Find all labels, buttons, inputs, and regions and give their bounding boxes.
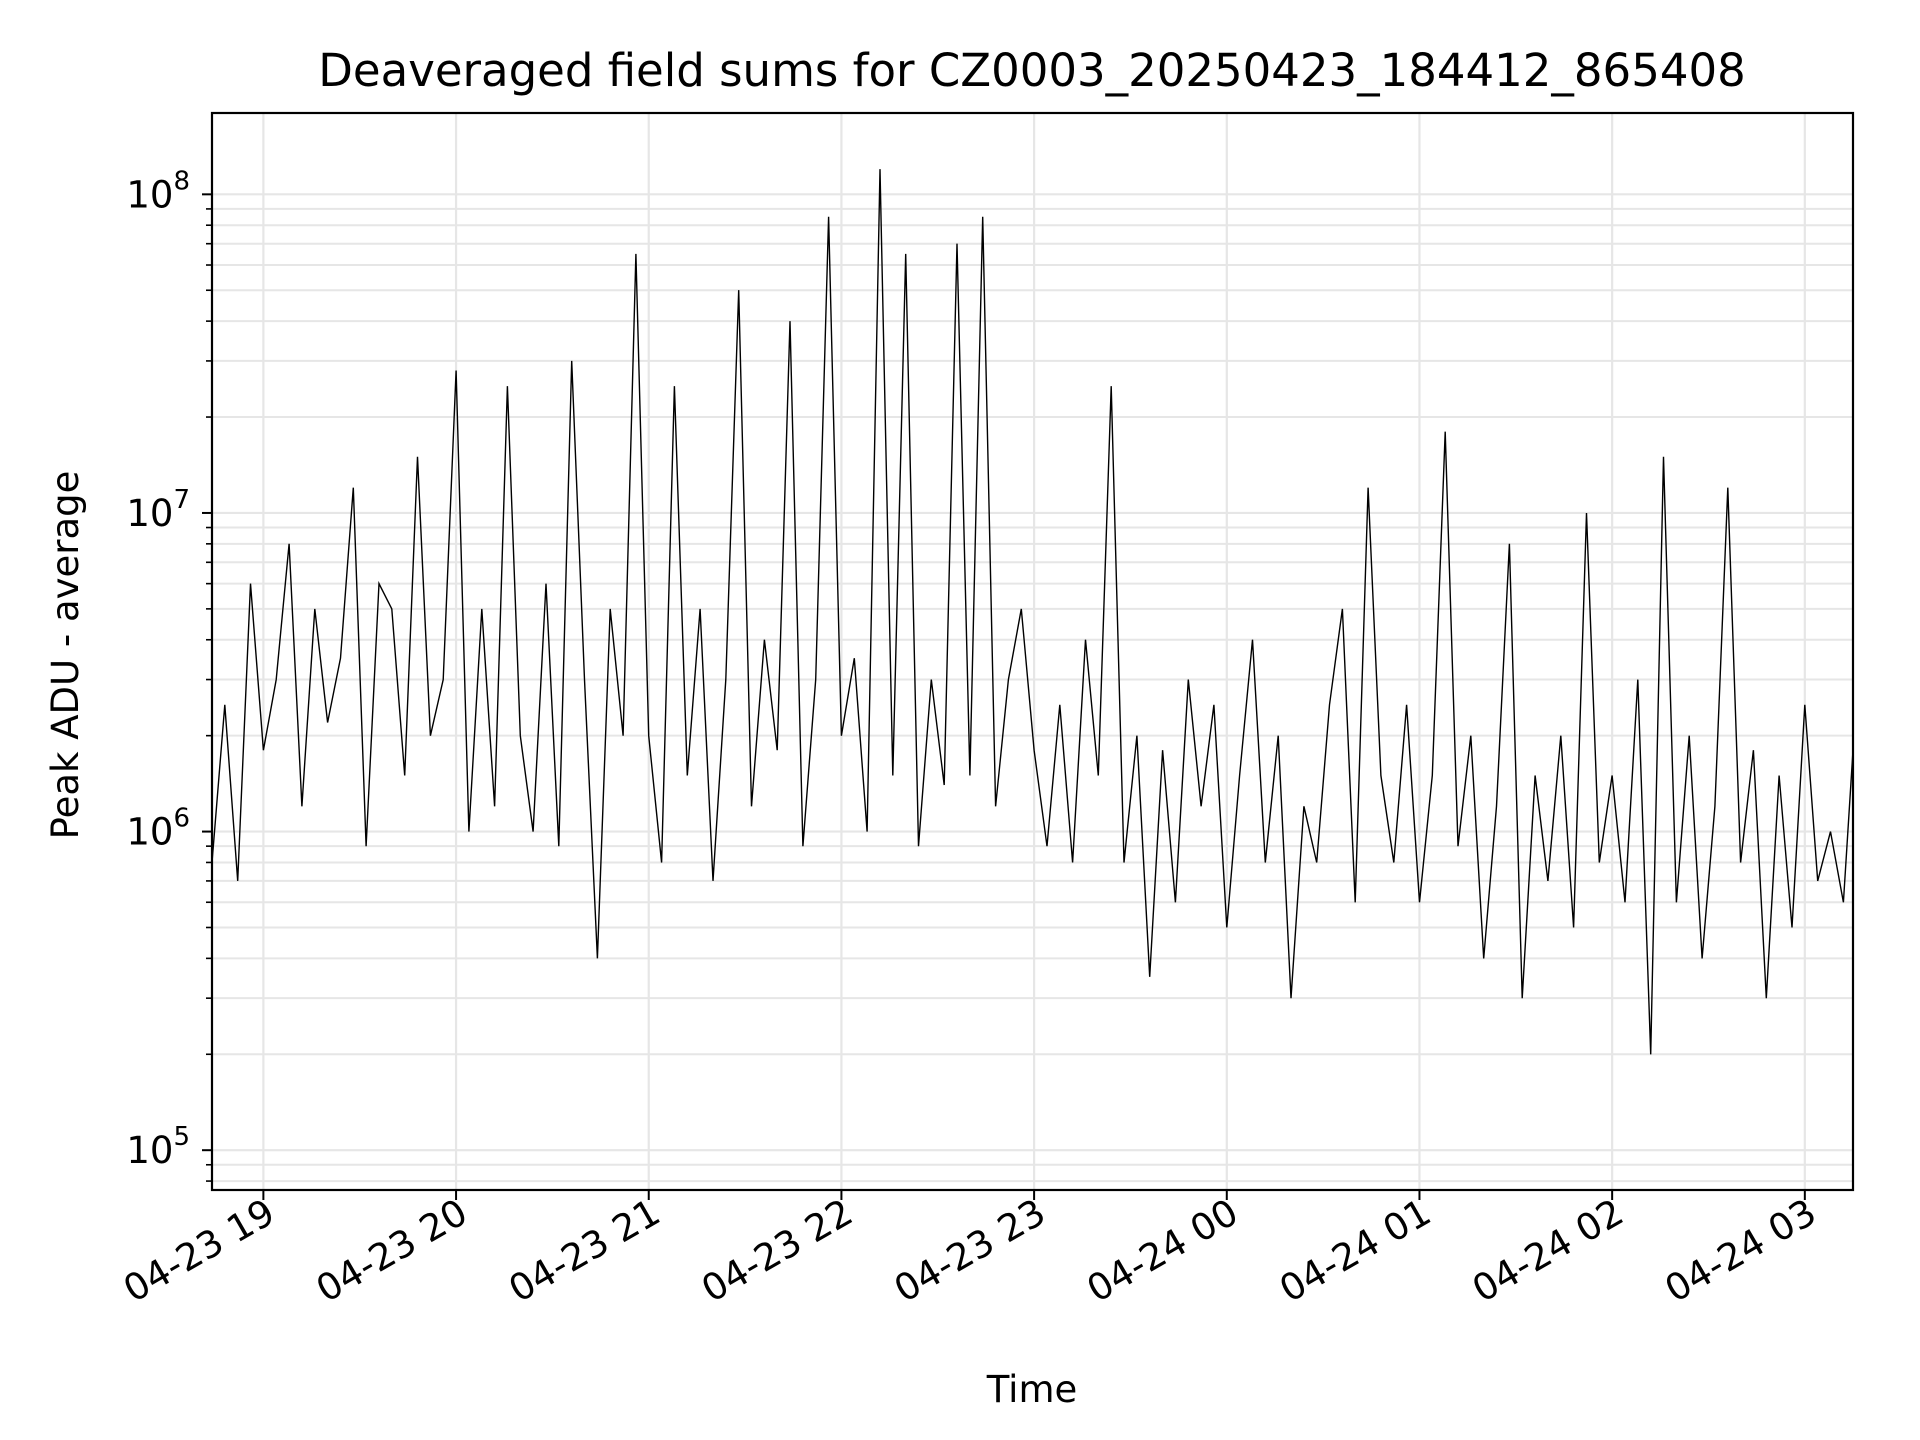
plot-frame (210, 111, 1855, 1192)
grid-lines (212, 113, 1853, 1190)
series-line-0 (211, 169, 1854, 1055)
y-tick-label: 108 (126, 166, 190, 216)
y-tick-label: 107 (126, 485, 190, 535)
data-series (211, 169, 1854, 1055)
y-tick-label: 106 (126, 804, 190, 854)
chart-title: Deaveraged field sums for CZ0003_2025042… (318, 44, 1745, 97)
y-tick-label: 105 (126, 1122, 190, 1172)
x-axis-label: Time (986, 1368, 1078, 1411)
y-axis-label: Peak ADU - average (44, 471, 87, 840)
